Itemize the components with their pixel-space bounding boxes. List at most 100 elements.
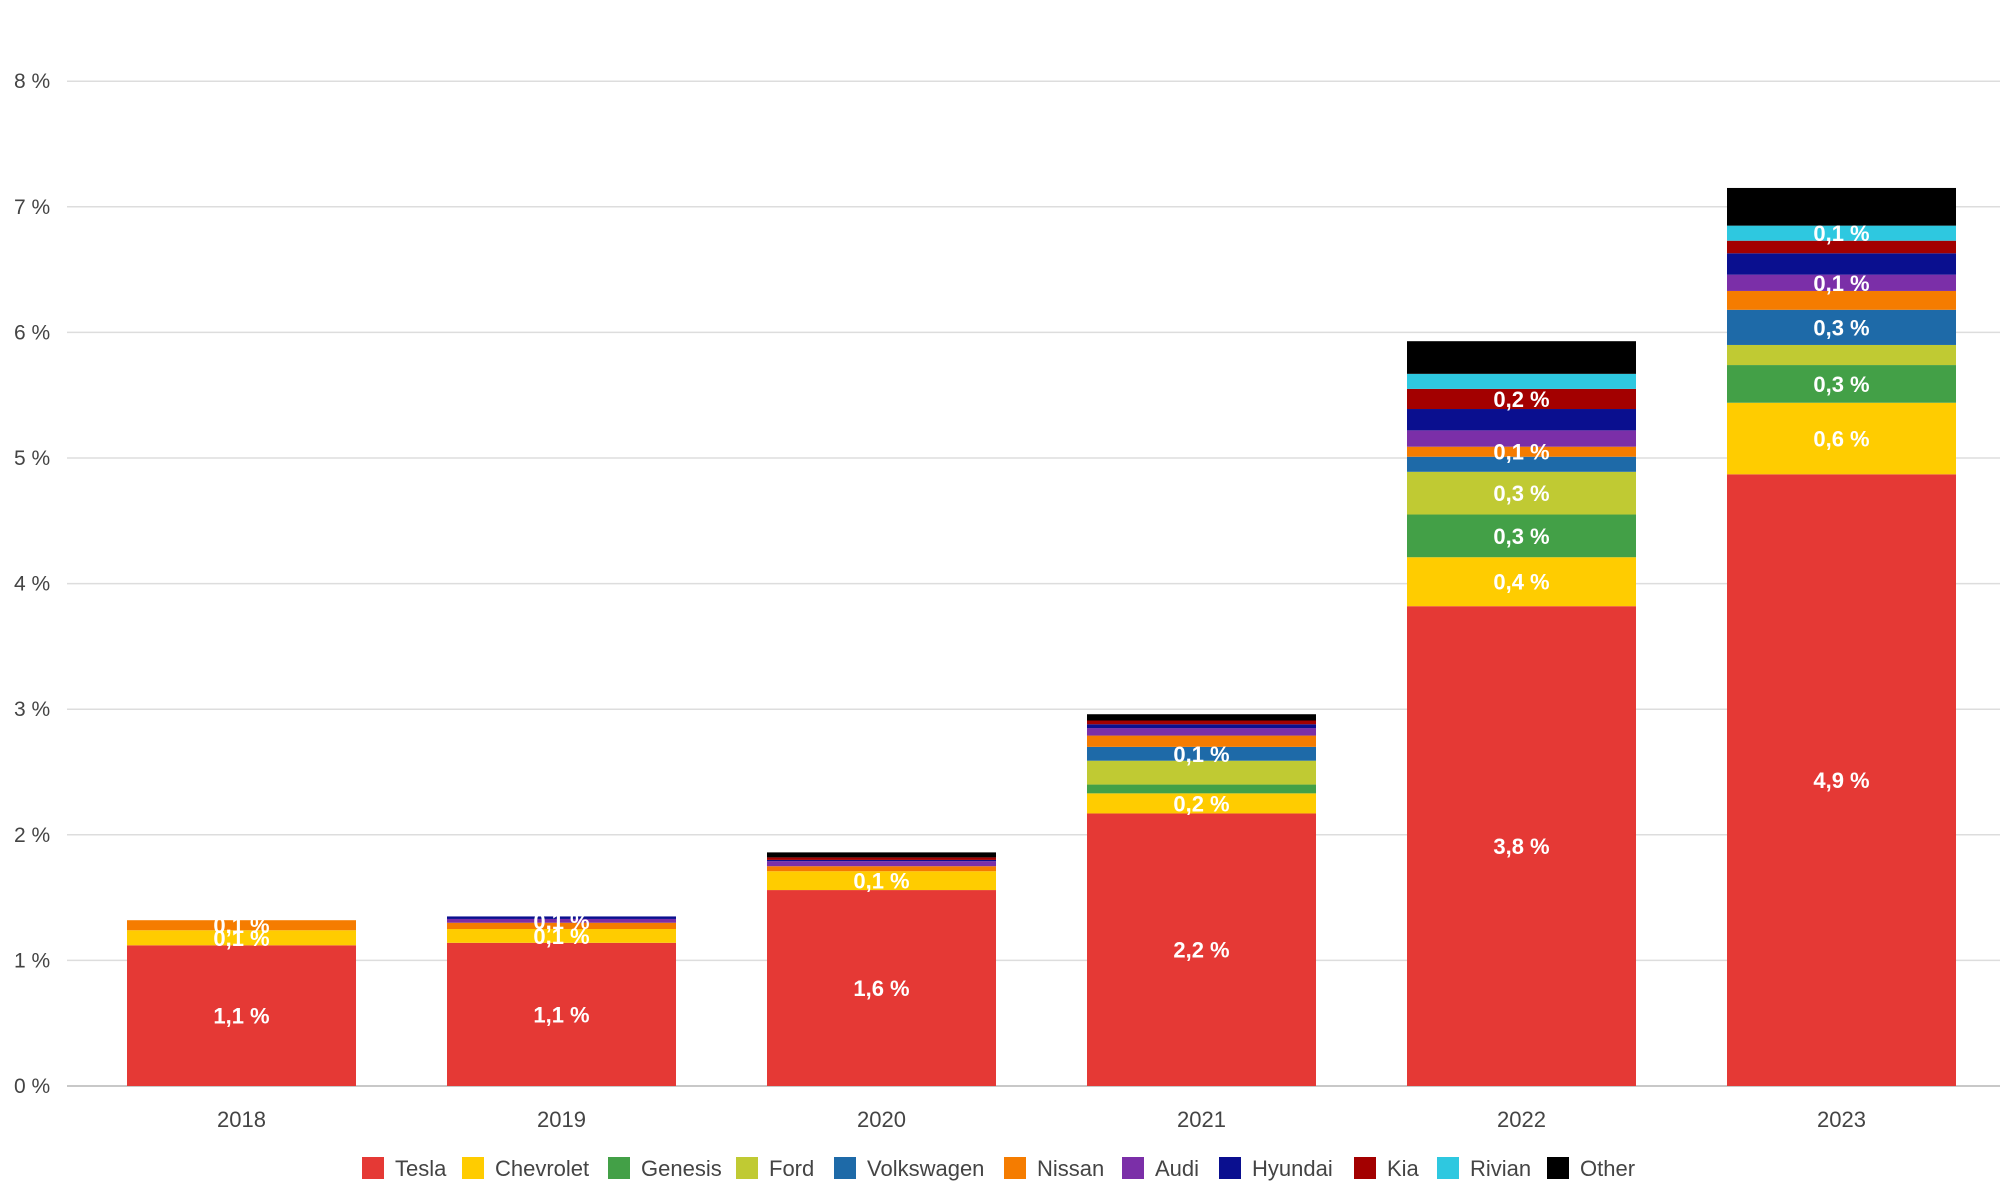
bar-segment-nissan[interactable] [1407,446,1636,457]
data-label: 0,1 % [533,924,589,949]
bar-segment-tesla[interactable] [767,890,996,1086]
bar-segment-ford[interactable] [1087,760,1316,785]
bar-segment-kia[interactable] [1727,240,1956,254]
data-label: 0,3 % [1493,481,1549,506]
bar-segment-tesla[interactable] [1407,606,1636,1086]
bar-segment-genesis[interactable] [1087,784,1316,794]
bars [127,187,1956,1086]
bar-segment-volkswagen[interactable] [1087,746,1316,761]
bar-segment-audi[interactable] [767,861,996,867]
legend-swatch [1122,1157,1144,1179]
bar-segment-other[interactable] [1087,714,1316,721]
legend-item-nissan[interactable]: Nissan [1004,1156,1104,1181]
bar-segment-chevrolet[interactable] [767,871,996,891]
legend-swatch [834,1157,856,1179]
data-label: 0,1 % [1813,271,1869,296]
bar-segment-hyundai[interactable] [767,859,996,862]
bar-segment-nissan[interactable] [1727,290,1956,310]
bar-segment-nissan[interactable] [767,866,996,872]
bar-segment-audi[interactable] [1727,274,1956,291]
legend-item-genesis[interactable]: Genesis [608,1156,722,1181]
bar-segment-rivian[interactable] [1727,225,1956,241]
data-label: 3,8 % [1493,834,1549,859]
x-tick-label: 2020 [857,1107,906,1132]
bar-segment-hyundai[interactable] [1407,409,1636,431]
bar-segment-audi[interactable] [447,918,676,923]
legend-item-chevrolet[interactable]: Chevrolet [462,1156,589,1181]
data-label: 1,6 % [853,976,909,1001]
bar-segment-tesla[interactable] [447,942,676,1086]
legend[interactable]: Tesla Chevrolet Genesis Ford Volkswagen Nissa… [362,1156,1635,1181]
legend-item-rivian[interactable]: Rivian [1437,1156,1531,1181]
bar-segment-other[interactable] [1727,187,1956,226]
bar-segment-hyundai[interactable] [447,916,676,919]
data-label: 0,3 % [1813,315,1869,340]
bar-segment-rivian[interactable] [1407,373,1636,389]
bar-segment-hyundai[interactable] [1727,253,1956,275]
legend-label: Other [1580,1156,1635,1181]
legend-label: Hyundai [1252,1156,1333,1181]
bar-segment-nissan[interactable] [127,920,356,931]
legend-item-kia[interactable]: Kia [1354,1156,1420,1181]
legend-label: Volkswagen [867,1156,984,1181]
legend-swatch [1437,1157,1459,1179]
legend-item-ford[interactable]: Ford [736,1156,814,1181]
legend-swatch [608,1157,630,1179]
bar-segment-chevrolet[interactable] [447,929,676,943]
bar-segment-nissan[interactable] [447,922,676,929]
data-label: 0,1 % [213,913,269,938]
legend-label: Tesla [395,1156,447,1181]
legend-label: Chevrolet [495,1156,589,1181]
bar-segment-genesis[interactable] [1727,365,1956,403]
data-label: 4,9 % [1813,768,1869,793]
bar-segment-kia[interactable] [1087,720,1316,725]
y-axis-ticks: 0 % 1 % 2 % 3 % 4 % 5 % 6 % 7 % 8 % [14,70,50,1098]
y-tick-label: 4 % [14,573,50,596]
y-tick-label: 2 % [14,824,50,847]
bar-segment-hyundai[interactable] [1087,724,1316,729]
legend-item-tesla[interactable]: Tesla [362,1156,447,1181]
data-label: 0,3 % [1493,524,1549,549]
bar-segment-ford[interactable] [1727,344,1956,366]
bar-segment-ford[interactable] [1407,471,1636,515]
bar-segment-tesla[interactable] [127,945,356,1086]
legend-item-hyundai[interactable]: Hyundai [1219,1156,1333,1181]
legend-swatch [362,1157,384,1179]
legend-swatch [462,1157,484,1179]
legend-item-other[interactable]: Other [1547,1156,1635,1181]
bar-segment-chevrolet[interactable] [1087,793,1316,814]
data-label: 0,2 % [1493,387,1549,412]
bar-segment-nissan[interactable] [1087,735,1316,747]
legend-label: Genesis [641,1156,722,1181]
bar-segment-genesis[interactable] [1407,514,1636,558]
x-tick-label: 2019 [537,1107,586,1132]
legend-item-audi[interactable]: Audi [1122,1156,1199,1181]
bar-segment-chevrolet[interactable] [1407,557,1636,607]
legend-item-volkswagen[interactable]: Volkswagen [834,1156,984,1181]
data-label: 0,1 % [1173,742,1229,767]
bar-segment-audi[interactable] [1407,430,1636,447]
data-label: 0,1 % [213,926,269,951]
bar-segment-other[interactable] [767,852,996,858]
data-label: 0,1 % [1813,221,1869,246]
data-label: 0,6 % [1813,427,1869,452]
legend-label: Rivian [1470,1156,1531,1181]
bar-segment-kia[interactable] [1407,388,1636,410]
bar-segment-audi[interactable] [1087,728,1316,736]
data-label: 2,2 % [1173,938,1229,963]
bar-segment-volkswagen[interactable] [1727,309,1956,345]
bar-segment-chevrolet[interactable] [1727,402,1956,475]
bar-segment-other[interactable] [1407,341,1636,374]
bar-segment-tesla[interactable] [1727,474,1956,1086]
bar-segment-chevrolet[interactable] [127,930,356,946]
legend-swatch [736,1157,758,1179]
gridlines [67,80,2000,1087]
bar-segment-volkswagen[interactable] [1407,456,1636,472]
bar-segment-tesla[interactable] [1087,813,1316,1086]
bar-segment-kia[interactable] [767,857,996,860]
y-tick-label: 0 % [14,1075,50,1098]
data-label: 0,2 % [1173,791,1229,816]
x-tick-label: 2022 [1497,1107,1546,1132]
x-tick-label: 2023 [1817,1107,1866,1132]
